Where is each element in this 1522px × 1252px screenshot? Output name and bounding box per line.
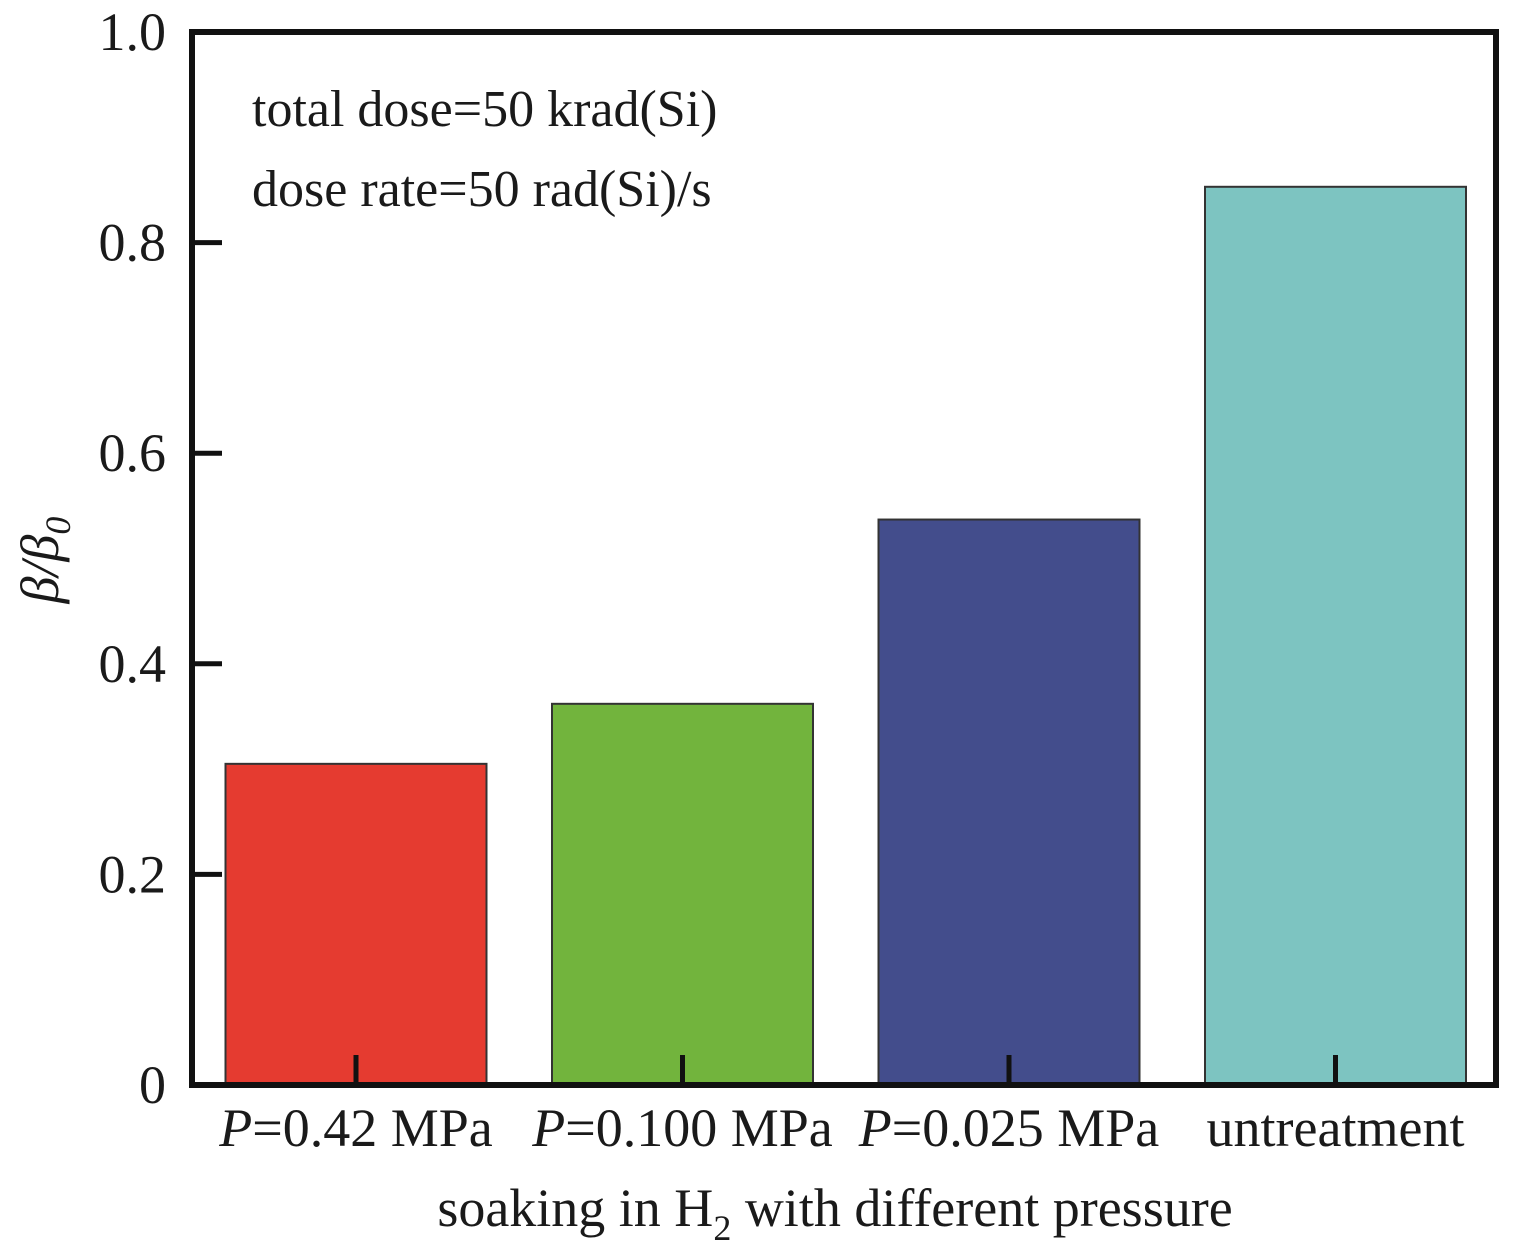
x-tick-label-value: =0.42 MPa [252,1098,493,1158]
plot-frame [189,29,1499,1088]
bar-4 [1204,185,1467,1086]
x-tick-label-variable: P [858,1098,892,1158]
y-tick-label-5: 0.8 [99,213,167,273]
x-axis-title: soaking in H2 with different pressure [437,1178,1232,1248]
y-axis-title-main: β/β [10,535,70,605]
x-axis-title-after: with different pressure [731,1178,1232,1238]
y-tick-label-6: 1.0 [99,2,167,62]
y-tick-label-3: 0.4 [99,634,167,694]
y-ticks-group: 0 0.2 0.4 0.6 0.8 1.0 [99,2,222,1115]
bar-3 [877,518,1141,1086]
y-axis-title: β/β0 [10,517,78,605]
x-category-labels: P=0.42 MPa P=0.100 MPa P=0.025 MPa untreatm… [218,1098,1464,1158]
x-tick-label-variable: P [531,1098,565,1158]
x-tick-label-3: P=0.025 MPa [858,1098,1160,1158]
y-tick-label-4: 0.6 [99,423,167,483]
annotation-dose-rate: dose rate=50 rad(Si)/s [252,161,712,218]
x-axis-title-before: soaking in H [437,1178,713,1238]
y-tick-label-2: 0.2 [99,844,167,904]
bar-1 [224,762,488,1087]
x-tick-label-4: untreatment [1207,1098,1465,1158]
y-axis-title-subscript: 0 [38,517,78,535]
x-axis-title-subscript: 2 [713,1208,731,1248]
x-tick-label-2: P=0.100 MPa [531,1098,833,1158]
bar-2 [551,702,814,1087]
x-tick-label-value: =0.025 MPa [892,1098,1160,1158]
bars-group [224,185,1467,1087]
x-tick-label-1: P=0.42 MPa [218,1098,493,1158]
x-tick-label-value: untreatment [1207,1098,1465,1158]
annotation-total-dose: total dose=50 krad(Si) [252,81,717,138]
x-tick-label-variable: P [218,1098,252,1158]
x-ticks-group [353,1055,1338,1085]
x-tick-label-value: =0.100 MPa [565,1098,833,1158]
y-tick-label-1: 0 [139,1055,166,1115]
